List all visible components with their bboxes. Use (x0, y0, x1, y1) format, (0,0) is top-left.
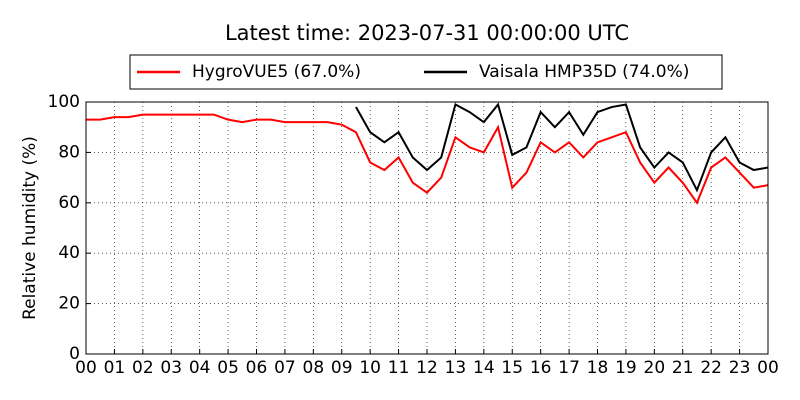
x-tick-label: 18 (587, 358, 609, 378)
y-axis-label: Relative humidity (%) (20, 136, 40, 320)
series-line (86, 113, 769, 205)
x-tick-label: 19 (615, 358, 637, 378)
x-tick-label: 12 (416, 358, 438, 378)
x-tick-label: 06 (246, 358, 268, 378)
y-tick-label: 80 (58, 142, 80, 162)
y-tick-label: 40 (58, 243, 80, 263)
y-tick-label: 100 (48, 92, 80, 112)
x-tick-label: 15 (501, 358, 523, 378)
x-tick-label: 23 (729, 358, 751, 378)
legend-label: Vaisala HMP35D (74.0%) (479, 62, 689, 82)
y-tick-label: 20 (58, 294, 80, 314)
x-tick-label: 20 (644, 358, 666, 378)
x-tick-label: 00 (75, 358, 97, 378)
x-tick-label: 14 (473, 358, 495, 378)
x-tick-label: 04 (189, 358, 211, 378)
x-tick-label: 09 (331, 358, 353, 378)
y-tick-label: 60 (58, 193, 80, 213)
x-tick-label: 07 (274, 358, 296, 378)
x-tick-label: 21 (672, 358, 694, 378)
x-tick-label: 05 (217, 358, 239, 378)
x-tick-label: 13 (445, 358, 467, 378)
x-tick-label: 02 (132, 358, 154, 378)
x-tick-label: 11 (388, 358, 410, 378)
x-tick-label: 16 (530, 358, 552, 378)
legend-label: HygroVUE5 (67.0%) (192, 62, 361, 82)
chart-title: Latest time: 2023-07-31 00:00:00 UTC (225, 21, 629, 45)
x-tick-label: 17 (558, 358, 580, 378)
x-tick-label: 10 (359, 358, 381, 378)
series-line (355, 102, 769, 193)
x-tick-label: 22 (700, 358, 722, 378)
y-tick-label: 0 (69, 344, 80, 364)
x-tick-label: 00 (757, 358, 779, 378)
x-tick-label: 03 (160, 358, 182, 378)
plot-frame (85, 101, 769, 355)
x-tick-label: 08 (303, 358, 325, 378)
x-tick-label: 01 (104, 358, 126, 378)
